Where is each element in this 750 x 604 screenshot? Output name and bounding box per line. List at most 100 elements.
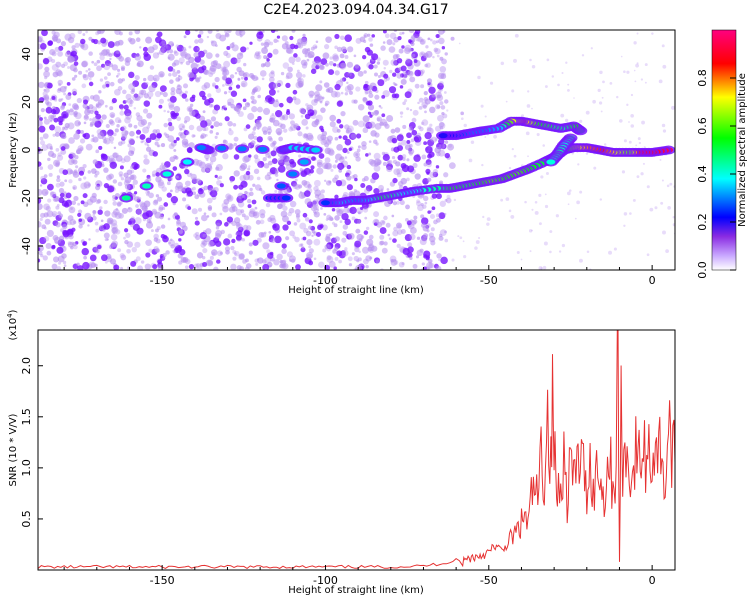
noise-dot	[253, 154, 259, 160]
noise-dot	[257, 94, 261, 99]
noise-dot	[430, 227, 435, 232]
noise-dot	[80, 200, 85, 205]
noise-dot	[168, 125, 175, 132]
noise-dot	[242, 98, 247, 103]
noise-dot	[361, 178, 366, 182]
noise-dot	[628, 140, 632, 144]
noise-dot	[218, 175, 223, 180]
noise-dot	[400, 115, 403, 118]
noise-dot	[412, 162, 418, 169]
noise-dot	[342, 147, 348, 154]
noise-dot	[416, 199, 421, 204]
noise-dot	[240, 162, 248, 170]
noise-dot	[380, 106, 383, 110]
noise-dot	[65, 94, 72, 100]
noise-dot	[45, 106, 53, 114]
noise-dot	[269, 214, 276, 221]
noise-dot	[227, 129, 234, 136]
noise-dot	[173, 139, 177, 144]
noise-dot	[437, 72, 445, 79]
noise-dot	[389, 69, 393, 74]
snr-series-line	[38, 330, 675, 570]
noise-dot	[83, 114, 89, 120]
noise-dot	[231, 238, 236, 244]
noise-dot	[168, 104, 175, 110]
noise-dot	[270, 70, 275, 75]
noise-dot	[134, 241, 141, 248]
noise-dot	[173, 242, 179, 248]
noise-dot	[302, 212, 308, 218]
noise-dot	[340, 46, 347, 53]
noise-dot	[46, 82, 53, 89]
noise-dot	[82, 74, 89, 81]
noise-dot	[202, 127, 207, 132]
noise-dot	[144, 263, 151, 270]
noise-dot	[374, 132, 380, 138]
noise-dot	[383, 241, 388, 246]
noise-dot	[120, 140, 126, 145]
noise-dot	[339, 78, 345, 83]
noise-dot	[137, 60, 144, 68]
noise-dot	[444, 152, 450, 159]
noise-dot	[97, 209, 103, 215]
noise-dot	[230, 90, 238, 97]
noise-dot	[161, 40, 166, 45]
noise-dot	[268, 88, 276, 96]
noise-dot	[47, 198, 52, 203]
noise-dot	[180, 61, 183, 65]
noise-dot	[91, 38, 96, 43]
noise-dot	[362, 115, 370, 123]
noise-dot	[402, 247, 410, 256]
noise-dot	[75, 165, 79, 169]
noise-dot	[442, 113, 448, 119]
noise-dot	[278, 102, 284, 108]
noise-dot	[117, 78, 123, 84]
noise-dot	[107, 129, 114, 137]
noise-dot	[335, 180, 343, 187]
noise-dot	[74, 42, 80, 48]
noise-dot	[233, 142, 238, 147]
noise-dot	[50, 147, 53, 151]
noise-dot	[421, 262, 425, 266]
noise-dot	[310, 68, 317, 75]
noise-dot	[99, 206, 103, 210]
noise-dot	[224, 246, 231, 252]
noise-dot	[79, 138, 86, 144]
noise-dot	[511, 148, 514, 151]
noise-dot	[257, 116, 262, 121]
noise-dot	[298, 184, 303, 189]
noise-dot	[162, 235, 169, 243]
noise-dot	[666, 184, 670, 188]
noise-dot	[204, 153, 210, 160]
noise-dot	[334, 194, 339, 199]
noise-dot	[224, 32, 230, 38]
noise-dot	[119, 252, 125, 259]
noise-dot	[396, 134, 404, 142]
noise-dot	[150, 229, 154, 233]
noise-dot	[394, 93, 400, 99]
noise-dot	[352, 174, 358, 179]
noise-dot	[204, 133, 208, 137]
noise-dot	[161, 206, 166, 211]
noise-dot	[259, 213, 266, 219]
noise-dot	[444, 52, 448, 56]
noise-dot	[623, 212, 628, 216]
noise-dot	[104, 210, 111, 217]
noise-dot	[142, 77, 147, 82]
noise-dot	[421, 223, 426, 228]
noise-dot	[203, 212, 207, 215]
noise-dot	[111, 211, 118, 218]
noise-dot	[174, 188, 179, 194]
noise-dot	[233, 136, 239, 142]
colorbar-gradient	[711, 29, 737, 271]
noise-dot	[349, 206, 357, 215]
y-tick-label: -40	[20, 237, 33, 255]
noise-dot	[82, 33, 86, 36]
noise-dot	[427, 139, 435, 147]
noise-dot	[423, 91, 428, 96]
noise-dot	[113, 264, 120, 270]
noise-dot	[114, 212, 122, 219]
noise-dot	[46, 101, 52, 108]
noise-dot	[72, 185, 78, 190]
